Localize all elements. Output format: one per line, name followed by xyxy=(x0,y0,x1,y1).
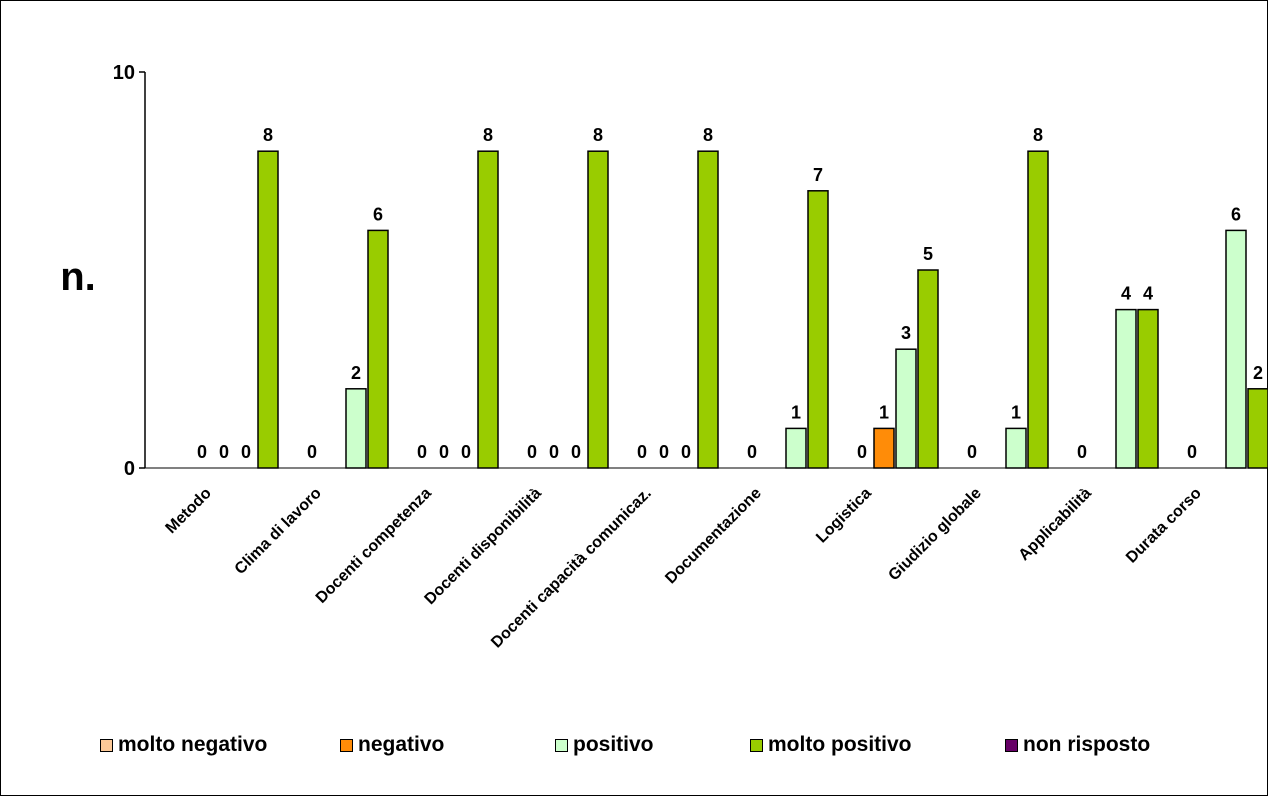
legend-item: non risposto xyxy=(1005,730,1150,760)
x-category-label: Docenti disponibilità xyxy=(422,485,545,608)
data-label: 0 xyxy=(1077,442,1087,462)
legend-item: positivo xyxy=(555,730,654,760)
bar xyxy=(1225,229,1247,469)
legend-swatch xyxy=(340,738,353,752)
data-label: 1 xyxy=(1011,402,1021,422)
data-label: 8 xyxy=(593,125,603,145)
legend-item: molto positivo xyxy=(750,730,912,760)
data-label: 0 xyxy=(439,442,449,462)
data-label: 6 xyxy=(373,204,383,224)
x-category-label: Docenti competenza xyxy=(313,485,435,607)
bar xyxy=(477,150,499,469)
data-label: 0 xyxy=(967,442,977,462)
data-label: 2 xyxy=(351,363,361,383)
bar xyxy=(1247,388,1268,469)
data-label: 0 xyxy=(1187,442,1197,462)
data-label: 4 xyxy=(1121,284,1131,304)
data-label: 4 xyxy=(1143,284,1153,304)
data-label: 1 xyxy=(791,402,801,422)
bar xyxy=(873,427,895,469)
legend-label: positivo xyxy=(573,733,654,756)
bar xyxy=(917,269,939,469)
y-tick-label: 0 xyxy=(124,458,135,480)
bar xyxy=(895,348,917,469)
data-label: 8 xyxy=(483,125,493,145)
data-label: 0 xyxy=(307,442,317,462)
bar xyxy=(1115,308,1137,469)
legend-label: molto negativo xyxy=(118,733,268,756)
y-tick-label: 10 xyxy=(113,62,135,84)
data-label: 8 xyxy=(703,125,713,145)
chart-legend: molto negativo negativo positivo molto posi… xyxy=(0,730,1268,760)
y-axis-title: n. xyxy=(60,255,96,299)
x-category-label: Clima di lavoro xyxy=(232,485,325,578)
legend-swatch xyxy=(1005,738,1018,752)
bar xyxy=(587,150,609,469)
x-category-label: Logistica xyxy=(813,485,875,547)
legend-label: negativo xyxy=(358,733,445,756)
data-label: 0 xyxy=(659,442,669,462)
data-label: 8 xyxy=(1033,125,1043,145)
bar xyxy=(367,229,389,469)
bar xyxy=(1005,427,1027,469)
bar xyxy=(697,150,719,469)
bar xyxy=(807,190,829,469)
data-label: 0 xyxy=(571,442,581,462)
data-label: 3 xyxy=(901,323,911,343)
legend-item: molto negativo xyxy=(100,730,267,760)
data-label: 0 xyxy=(417,442,427,462)
data-label: 0 xyxy=(857,442,867,462)
bar xyxy=(1137,308,1159,469)
data-label: 0 xyxy=(637,442,647,462)
x-category-label: Applicabilità xyxy=(1016,485,1095,564)
data-label: 0 xyxy=(681,442,691,462)
legend-label: non risposto xyxy=(1023,733,1151,756)
data-label: 0 xyxy=(219,442,229,462)
data-label: 8 xyxy=(263,125,273,145)
data-label: 0 xyxy=(549,442,559,462)
x-category-label: Giudizio globale xyxy=(885,485,984,584)
bar xyxy=(257,150,279,469)
data-label: 0 xyxy=(527,442,537,462)
legend-swatch xyxy=(750,738,763,752)
legend-item: negativo xyxy=(340,730,444,760)
bar xyxy=(345,388,367,469)
bar xyxy=(1027,150,1049,469)
legend-label: molto positivo xyxy=(768,733,912,756)
data-label: 0 xyxy=(461,442,471,462)
data-label: 5 xyxy=(923,244,933,264)
data-label: 7 xyxy=(813,165,823,185)
legend-swatch xyxy=(100,738,113,752)
x-category-label: Durata corso xyxy=(1123,485,1205,567)
data-label: 1 xyxy=(879,402,889,422)
data-label: 6 xyxy=(1231,204,1241,224)
legend-swatch xyxy=(555,738,568,752)
data-label: 2 xyxy=(1253,363,1263,383)
data-label: 0 xyxy=(197,442,207,462)
x-category-label: Metodo xyxy=(163,485,215,537)
data-label: 0 xyxy=(241,442,251,462)
data-label: 0 xyxy=(747,442,757,462)
x-category-label: Documentazione xyxy=(662,485,765,588)
bar xyxy=(785,427,807,469)
